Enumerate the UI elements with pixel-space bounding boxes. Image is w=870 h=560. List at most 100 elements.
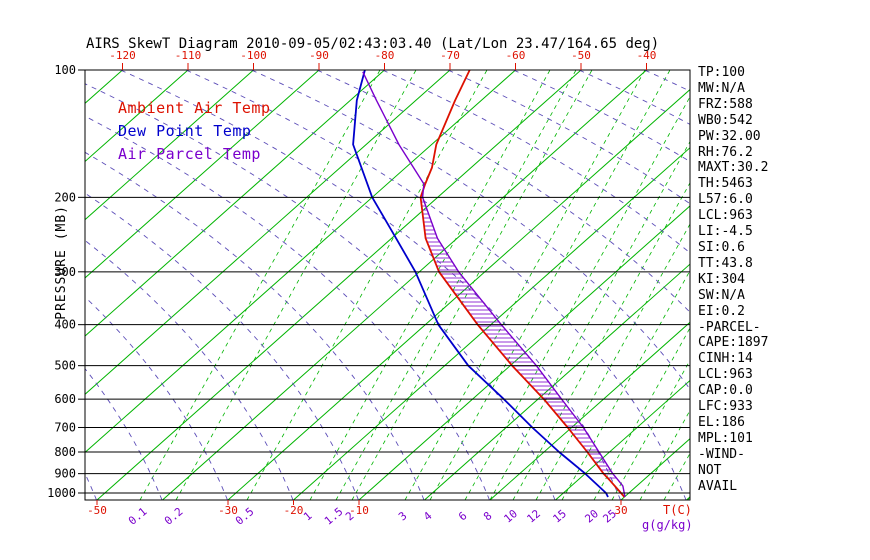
mixing-ratio-tick-label: 20	[582, 507, 601, 525]
isotherm-line	[0, 70, 57, 500]
isotherm-line	[85, 70, 385, 337]
dry-adiabat-line	[85, 83, 556, 500]
isotherm-line	[162, 70, 647, 500]
stat-line: SW:N/A	[698, 287, 745, 303]
mixing-ratio-line	[639, 409, 690, 500]
stat-line: LCL:963	[698, 367, 753, 383]
top-temp-tick-label: -90	[309, 49, 329, 62]
mixing-ratio-line	[429, 70, 671, 500]
mixing-ratio-line	[309, 70, 551, 500]
top-temp-tick-label: -110	[175, 49, 202, 62]
stat-line: RH:76.2	[698, 144, 753, 160]
top-temp-tick-label: -100	[240, 49, 267, 62]
mixing-ratio-tick-label: 3	[396, 509, 409, 523]
pressure-tick-label: 100	[54, 63, 76, 77]
isotherm-line	[85, 70, 451, 395]
isotherm-line	[85, 70, 320, 279]
mixing-ratio-line	[611, 359, 690, 500]
mixing-ratio-line	[593, 327, 690, 500]
stat-line: FRZ:588	[698, 96, 753, 112]
dry-adiabat-line	[841, 70, 870, 500]
mixing-ratio-tick-label: 4	[421, 509, 435, 523]
top-temp-tick-label: -70	[440, 49, 460, 62]
isotherm-line	[85, 70, 516, 454]
mixing-ratio-line	[335, 70, 577, 500]
stat-line: TT:43.8	[698, 255, 753, 271]
stat-line: LCL:963	[698, 208, 753, 224]
pressure-tick-label: 1000	[47, 486, 76, 500]
mixing-ratio-tick-label: 0.1	[126, 505, 150, 528]
stat-line: TP:100	[698, 65, 745, 80]
dry-adiabat-line	[85, 239, 294, 500]
stat-line: EI:0.2	[698, 303, 745, 319]
chart-title: AIRS SkewT Diagram 2010-09-05/02:43:03.4…	[86, 36, 660, 52]
legend-ambient-air-temp: Ambient Air Temp	[118, 99, 271, 117]
mixing-ratio-line	[404, 70, 646, 500]
stat-line: TH:5463	[698, 176, 753, 192]
pressure-tick-label: 800	[54, 445, 76, 459]
stat-line: -PARCEL-	[698, 319, 761, 335]
mixing-ratio-line	[489, 140, 690, 500]
pressure-tick-label: 200	[54, 190, 76, 204]
mixing-ratio-tick-label: 12	[524, 507, 543, 525]
stat-line: -WIND-	[698, 446, 745, 462]
top-temp-tick-label: -50	[571, 49, 591, 62]
isotherm-line	[489, 321, 690, 500]
legend-dew-point-temp: Dew Point Temp	[118, 122, 252, 140]
stat-line: WB0:542	[698, 112, 753, 128]
bottom-temp-tick-label: -50	[87, 504, 107, 517]
dry-adiabat-line	[513, 70, 690, 163]
stat-line: SI:0.6	[698, 239, 745, 255]
pressure-tick-label: 400	[54, 318, 76, 332]
mixing-ratio-line	[464, 96, 690, 500]
mixing-ratio-line	[139, 70, 381, 500]
dry-adiabat-line	[85, 472, 97, 500]
pressure-tick-label: 300	[54, 265, 76, 279]
isotherm-line	[358, 205, 690, 500]
isotherm-line	[96, 70, 582, 500]
mixing-ratio-tick-label: 15	[550, 507, 569, 525]
stat-line: NOT	[698, 462, 722, 478]
dry-adiabat-line	[316, 70, 690, 313]
isotherm-line	[424, 263, 690, 500]
stat-line: MPL:101	[698, 430, 753, 446]
sounding-stats-panel: TP:100 MW:N/A FRZ:588 WB0:542 PW:32.00 RH:76.…	[698, 65, 768, 494]
top-temp-tick-label: -60	[506, 49, 526, 62]
dry-adiabat-line	[251, 70, 690, 391]
mixing-ratio-line	[351, 70, 593, 500]
bottom-temp-tick-label: -30	[218, 504, 238, 517]
pressure-tick-label: 900	[54, 467, 76, 481]
bottom-temp-tick-label: 30	[614, 504, 627, 517]
stat-line: MW:N/A	[698, 80, 745, 96]
isotherm-line	[85, 70, 189, 163]
bottom-temp-tick-label: -10	[349, 504, 369, 517]
mixing-ratio-line	[246, 70, 488, 500]
isotherm-line	[555, 379, 690, 500]
dry-adiabat-line	[85, 115, 490, 500]
stat-line: CAPE:1897	[698, 335, 769, 351]
dry-adiabat-line	[85, 151, 425, 500]
top-temp-tick-label: -40	[637, 49, 657, 62]
dry-adiabat-line	[85, 192, 359, 500]
isotherm-line	[85, 70, 254, 221]
stat-line: LI:-4.5	[698, 224, 753, 240]
mixing-ratio-tick-label: 0.2	[162, 505, 186, 528]
mixing-ratio-tick-label: 6	[456, 509, 469, 523]
bottom-temp-tick-label: -20	[284, 504, 304, 517]
dry-adiabat-line	[185, 70, 687, 500]
top-temp-tick-label: -80	[375, 49, 395, 62]
pressure-tick-label: 500	[54, 359, 76, 373]
stat-line: CAP:0.0	[698, 383, 753, 399]
pressure-axis-label: PRESSURE (MB)	[54, 205, 69, 320]
mixing-ratio-line	[561, 269, 690, 500]
pressure-tick-label: 700	[54, 420, 76, 434]
mixing-ratio-unit-label: g(g/kg)	[642, 518, 693, 532]
stat-line: EL:186	[698, 414, 745, 430]
mixing-ratio-line	[175, 70, 417, 500]
stat-line: AVAIL	[698, 478, 738, 494]
top-temp-tick-label: -120	[109, 49, 136, 62]
mixing-ratio-tick-label: 8	[481, 509, 494, 523]
temp-unit-label: T(C)	[663, 503, 692, 517]
